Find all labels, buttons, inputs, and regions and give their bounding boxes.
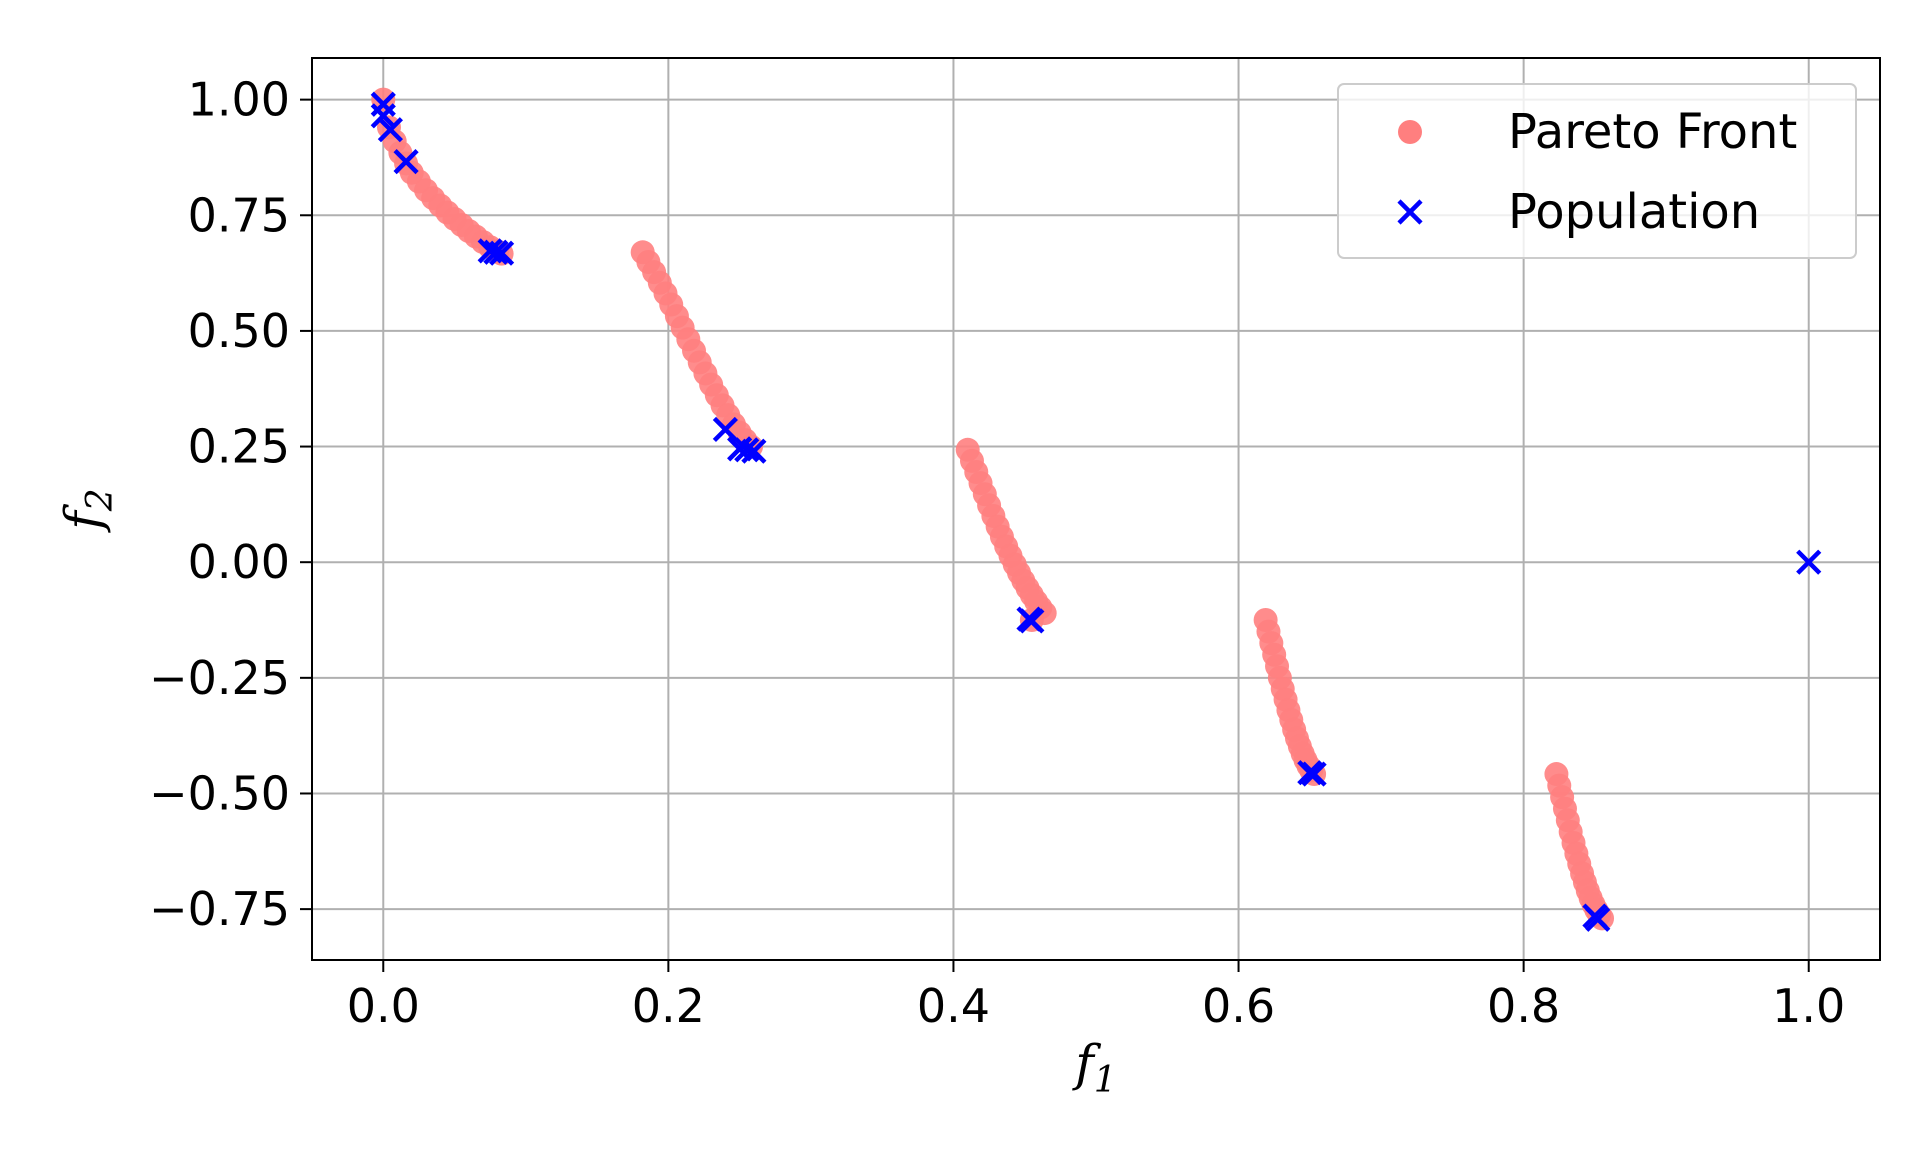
pareto-front-point bbox=[371, 87, 396, 112]
x-tick-label: 0.6 bbox=[1202, 979, 1275, 1033]
population-point bbox=[734, 437, 760, 463]
x-tick-label: 0.2 bbox=[632, 979, 705, 1033]
population-point bbox=[393, 149, 419, 175]
y-tick-label: 0.25 bbox=[188, 420, 290, 474]
legend-label-population: Population bbox=[1508, 184, 1760, 240]
legend-marker-population bbox=[1397, 199, 1423, 225]
population-point bbox=[370, 103, 396, 129]
population-point bbox=[1585, 906, 1611, 932]
population-point bbox=[712, 416, 738, 443]
x-tick-label: 0.8 bbox=[1487, 979, 1560, 1033]
population-point bbox=[483, 239, 509, 265]
population-point bbox=[488, 240, 515, 266]
population-point bbox=[1796, 549, 1822, 575]
legend-marker-pareto-front bbox=[1398, 120, 1422, 144]
legend-x-glyph bbox=[1397, 199, 1423, 225]
population-point bbox=[377, 117, 403, 143]
y-tick-label: −0.25 bbox=[149, 651, 290, 705]
population-point bbox=[1019, 608, 1045, 634]
y-axis-label: f2 bbox=[54, 488, 121, 533]
population-point bbox=[1301, 761, 1327, 787]
legend-label-pareto-front: Pareto Front bbox=[1508, 104, 1797, 160]
y-tick-label: 0.75 bbox=[188, 188, 290, 242]
legend: Pareto Front Population bbox=[1337, 83, 1857, 259]
legend-box bbox=[1337, 83, 1857, 259]
plot-area-frame bbox=[311, 57, 1881, 961]
y-tick-label: −0.50 bbox=[149, 766, 290, 820]
population-point bbox=[741, 438, 767, 464]
data-points bbox=[370, 87, 1822, 932]
x-tick-label: 0.4 bbox=[917, 979, 990, 1033]
y-tick-label: 0.00 bbox=[188, 535, 290, 589]
axis-ticks: 0.0 0.2 0.4 0.6 0.8 1.0 1.00 0.75 0.50 0.25 0.00 −0… bbox=[149, 73, 1845, 1033]
y-tick-label: 1.00 bbox=[188, 73, 290, 127]
x-tick-label: 0.0 bbox=[347, 979, 420, 1033]
x-tick-label: 1.0 bbox=[1772, 979, 1845, 1033]
y-tick-label: −0.75 bbox=[149, 882, 290, 936]
x-axis-label: f1 bbox=[1071, 1034, 1116, 1101]
y-tick-label: 0.50 bbox=[188, 304, 290, 358]
